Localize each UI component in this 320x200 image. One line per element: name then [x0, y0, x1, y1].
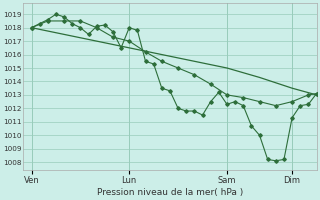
X-axis label: Pression niveau de la mer( hPa ): Pression niveau de la mer( hPa ) [97, 188, 243, 197]
